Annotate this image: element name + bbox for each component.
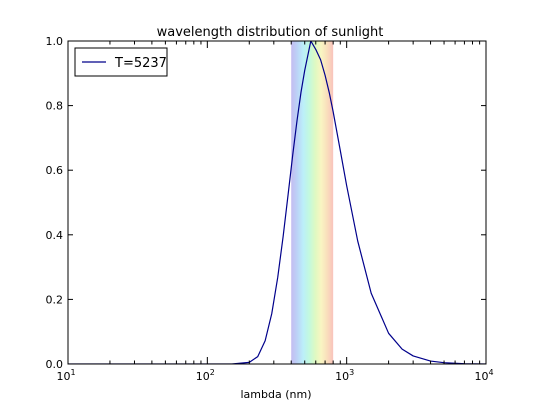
y-tick-label: 0.2: [46, 293, 64, 306]
visible-spectrum-band: [291, 41, 334, 364]
legend-entry: T=5237: [114, 56, 167, 71]
y-tick-label: 0.6: [46, 164, 64, 177]
y-tick-label: 0.8: [46, 100, 64, 113]
chart-title: wavelength distribution of sunlight: [157, 25, 384, 40]
x-tick-label: 103: [335, 368, 354, 383]
x-tick-label: 104: [474, 368, 493, 383]
y-tick-label: 1.0: [46, 35, 64, 48]
legend: T=5237: [74, 47, 168, 77]
y-tick-label: 0.0: [46, 358, 64, 371]
plot-frame: [67, 40, 487, 365]
y-tick-label: 0.4: [46, 229, 64, 242]
series-line: [231, 41, 486, 364]
x-axis-label: lambda (nm): [241, 388, 312, 401]
x-tick-label: 101: [56, 368, 75, 383]
x-tick-label: 102: [196, 368, 215, 383]
